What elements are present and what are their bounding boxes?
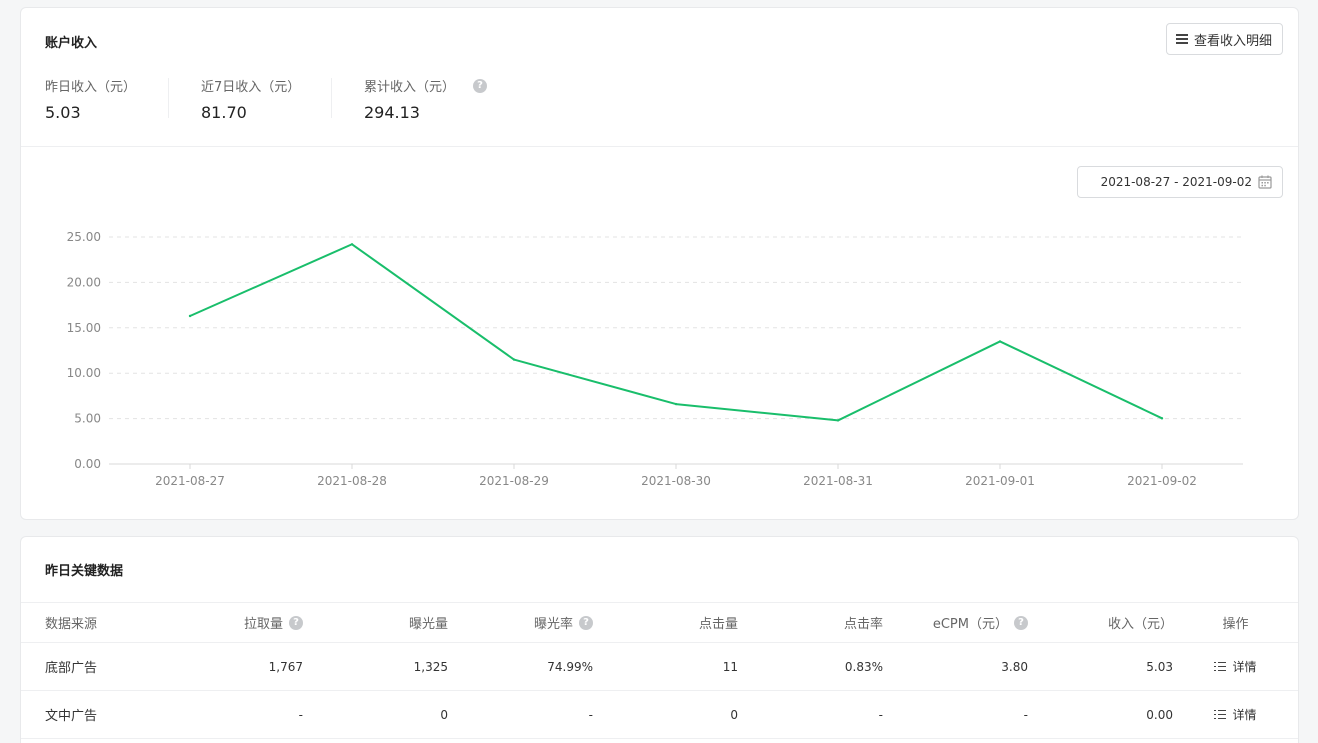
cell-source: 底部广告 (21, 642, 158, 691)
table-header-row: 数据来源 拉取量? 曝光量 曝光率? 点击量 点击率 eCPM（元）? 收入（元… (21, 602, 1298, 643)
view-income-detail-button[interactable]: 查看收入明细 (1165, 23, 1283, 55)
column-header-clicks: 点击量 (593, 602, 738, 643)
detail-link[interactable]: 详情 (1214, 706, 1257, 723)
column-header-pull: 拉取量? (158, 602, 303, 643)
cell-impression-rate: 74.99% (448, 642, 593, 691)
detail-link-label: 详情 (1232, 708, 1257, 722)
cell-action: 详情 (1173, 690, 1298, 739)
column-header-impression-rate: 曝光率? (448, 602, 593, 643)
data-point (1160, 417, 1164, 420)
x-tick-label: 2021-08-27 (155, 474, 225, 488)
view-income-detail-label: 查看收入明细 (1193, 33, 1272, 49)
cell-ctr: - (738, 690, 883, 739)
column-header-source: 数据来源 (21, 602, 158, 643)
help-icon[interactable]: ? (289, 615, 303, 630)
y-tick-label: 5.00 (74, 412, 101, 426)
column-header-ecpm: eCPM（元）? (883, 602, 1028, 643)
stat-divider (168, 78, 169, 118)
stat-total-value: 294.13 (364, 103, 420, 122)
calendar-icon (1258, 175, 1272, 189)
cell-clicks: 11 (593, 642, 738, 691)
data-point (350, 243, 354, 246)
stat-total: 累计收入（元） ? 294.13 (364, 76, 488, 122)
table-row: 底部广告 1,767 1,325 74.99% 11 0.83% 3.80 5.03 详情 (21, 642, 1298, 691)
stat-yesterday-value: 5.03 (45, 103, 81, 122)
x-tick-label: 2021-08-29 (479, 474, 549, 488)
cell-ecpm: 3.80 (883, 642, 1028, 691)
data-point (674, 402, 678, 406)
menu-icon (1175, 34, 1188, 44)
income-card: 账户收入 查看收入明细 昨日收入（元） 5.03 近7日收入（元） 81.70 … (20, 7, 1299, 520)
detail-link[interactable]: 详情 (1214, 658, 1257, 675)
section-divider (21, 146, 1298, 147)
column-header-action: 操作 (1173, 602, 1298, 643)
list-icon (1214, 709, 1227, 720)
cell-pull: - (158, 690, 303, 739)
y-tick-label: 0.00 (74, 457, 101, 471)
y-tick-label: 10.00 (67, 366, 101, 380)
data-point (512, 358, 516, 361)
cell-source: 文中广告 (21, 690, 158, 739)
cell-impressions: 0 (303, 690, 448, 739)
x-tick-label: 2021-08-30 (641, 474, 711, 488)
cell-ctr: 0.83% (738, 642, 883, 691)
cell-clicks: 0 (593, 690, 738, 739)
income-card-title: 账户收入 (45, 36, 98, 51)
y-tick-label: 25.00 (67, 230, 101, 244)
cell-income: 5.03 (1028, 642, 1173, 691)
key-data-table: 数据来源 拉取量? 曝光量 曝光率? 点击量 点击率 eCPM（元）? 收入（元… (21, 602, 1298, 739)
data-point (836, 419, 840, 422)
cell-pull: 1,767 (158, 642, 303, 691)
column-header-impressions: 曝光量 (303, 602, 448, 643)
stat-7days-label: 近7日收入（元） (201, 80, 301, 95)
key-data-title: 昨日关键数据 (45, 564, 124, 579)
cell-impression-rate: - (448, 690, 593, 739)
cell-ecpm: - (883, 690, 1028, 739)
date-range-picker[interactable]: 2021-08-27 - 2021-09-02 (1077, 166, 1283, 198)
income-series-line (189, 243, 1163, 422)
list-icon (1214, 661, 1227, 672)
stat-yesterday-label: 昨日收入（元） (45, 80, 137, 95)
column-header-income: 收入（元） (1028, 602, 1173, 643)
y-tick-label: 15.00 (67, 321, 101, 335)
stat-yesterday: 昨日收入（元） 5.03 (45, 76, 136, 122)
x-tick-label: 2021-08-28 (317, 474, 387, 488)
x-tick-label: 2021-09-01 (965, 474, 1035, 488)
data-point (188, 314, 192, 318)
table-row: 文中广告 -0-0- -0.00 详情 (21, 690, 1298, 739)
y-tick-label: 20.00 (67, 275, 101, 289)
cell-impressions: 1,325 (303, 642, 448, 691)
income-line-chart: 0.00 5.00 10.00 15.00 20.00 25.00 2021-08-27 20… (67, 230, 1243, 488)
key-data-card: 昨日关键数据 数据来源 拉取量? 曝光量 曝光率? 点击量 点击率 eCPM（元… (20, 536, 1299, 743)
x-tick-label: 2021-09-02 (1127, 474, 1197, 488)
date-range-value: 2021-08-27 - 2021-09-02 (1100, 175, 1252, 189)
cell-action: 详情 (1173, 642, 1298, 691)
help-icon[interactable]: ? (1014, 615, 1028, 630)
help-icon[interactable]: ? (579, 615, 593, 630)
stat-total-label: 累计收入（元） (364, 80, 456, 95)
stat-7days-value: 81.70 (201, 103, 247, 122)
cell-income: 0.00 (1028, 690, 1173, 739)
detail-link-label: 详情 (1232, 660, 1257, 674)
x-tick-label: 2021-08-31 (803, 474, 873, 488)
stat-7days: 近7日收入（元） 81.70 (201, 76, 300, 122)
stat-divider (331, 78, 332, 118)
column-header-ctr: 点击率 (738, 602, 883, 643)
help-icon[interactable]: ? (473, 78, 488, 93)
data-point (998, 340, 1002, 343)
